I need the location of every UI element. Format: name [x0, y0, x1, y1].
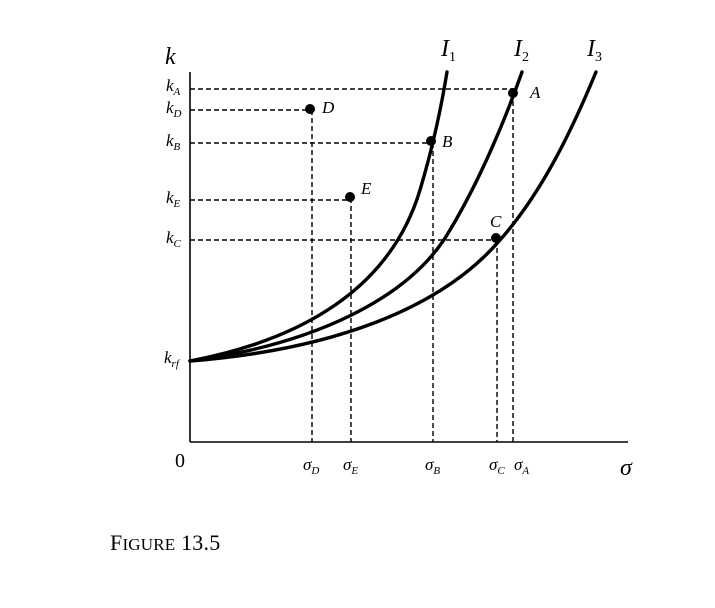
horizontal-guides [190, 88, 513, 241]
curve-I3-label: I3 [586, 36, 602, 65]
ytick-kE: kE [166, 188, 181, 210]
point-E-dot [345, 192, 355, 202]
ytick-krf: krf [164, 348, 181, 370]
point-C-dot [491, 233, 501, 243]
point-C-label: C [490, 212, 502, 231]
curve-I1-label: I1 [440, 36, 456, 65]
xtick-sigmaB: σB [425, 455, 440, 477]
vertical-guides [311, 93, 514, 442]
xtick-sigmaC: σC [489, 455, 505, 477]
ytick-kA: kA [166, 76, 181, 98]
point-E-label: E [360, 179, 372, 198]
caption-rest: IGURE [122, 535, 176, 554]
point-B-dot [426, 136, 436, 146]
curve-I3 [188, 70, 598, 363]
curve-I2 [188, 70, 524, 363]
ytick-kD: kD [166, 98, 182, 120]
x-axis-label: σ [620, 455, 633, 481]
point-A-label: A [529, 83, 541, 102]
ytick-kC: kC [166, 228, 182, 250]
caption-number: 13.5 [181, 530, 221, 555]
curve-I1 [188, 70, 449, 363]
ytick-kB: kB [166, 131, 181, 153]
xtick-sigmaA: σA [514, 455, 529, 477]
xtick-sigmaE: σE [343, 455, 358, 477]
point-D-dot [305, 104, 315, 114]
point-A-dot [508, 88, 518, 98]
y-axis-label: k [165, 44, 176, 70]
figure-caption: FIGURE 13.5 [110, 530, 220, 556]
curve-I2-label: I2 [513, 36, 529, 65]
xtick-sigmaD: σD [303, 455, 319, 477]
origin-label: 0 [175, 450, 185, 472]
point-B-label: B [442, 132, 453, 151]
point-D-label: D [321, 98, 335, 117]
caption-first-letter: F [110, 530, 123, 555]
